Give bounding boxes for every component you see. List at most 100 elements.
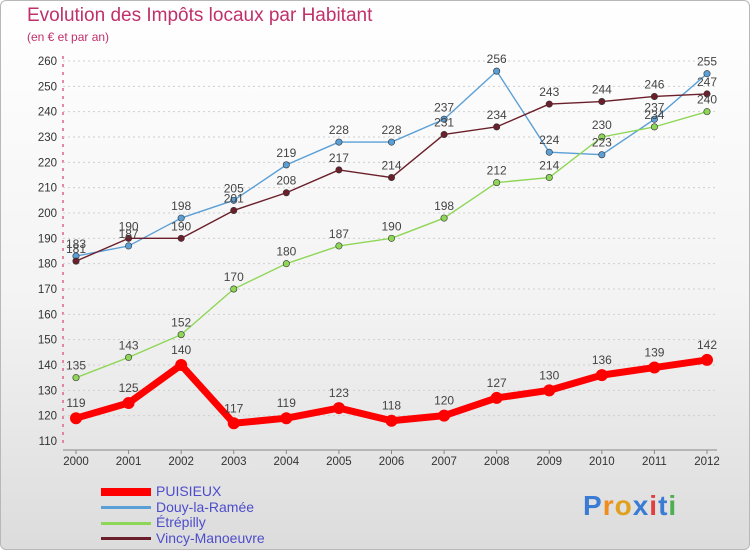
data-point [598, 98, 606, 106]
data-point [125, 353, 133, 361]
data-label: 117 [224, 401, 243, 415]
data-point [387, 138, 395, 146]
y-tick-label: 110 [39, 436, 57, 448]
y-tick-label: 160 [38, 309, 57, 321]
data-point [493, 67, 501, 75]
data-label: 130 [539, 368, 559, 382]
data-label: 170 [224, 270, 244, 284]
x-tick-label: 2008 [484, 456, 510, 468]
data-point [703, 70, 711, 78]
data-label: 240 [697, 93, 717, 107]
data-point [175, 359, 188, 371]
data-point [72, 257, 80, 265]
logo-letter: i [668, 490, 678, 521]
data-label: 119 [66, 396, 85, 410]
data-label: 118 [382, 399, 401, 413]
data-point [335, 138, 343, 146]
data-label: 187 [329, 227, 349, 241]
legend-swatch [101, 521, 151, 525]
data-point [227, 417, 240, 430]
data-point [122, 397, 135, 409]
data-point [282, 161, 290, 169]
y-tick-label: 180 [38, 259, 57, 271]
data-label: 180 [276, 245, 296, 259]
data-label: 143 [119, 338, 139, 352]
data-label: 246 [644, 77, 664, 91]
data-label: 219 [276, 146, 296, 160]
series-line-Étrépilly [75, 110, 708, 379]
data-point [335, 242, 343, 250]
data-label: 190 [171, 219, 191, 233]
y-tick-label: 260 [38, 56, 57, 68]
data-label: 255 [697, 55, 717, 69]
data-label: 183 [66, 237, 86, 251]
data-point [703, 90, 711, 98]
data-point [650, 123, 658, 131]
data-label: 187 [119, 227, 139, 241]
data-point [282, 260, 290, 268]
data-point [545, 148, 553, 156]
y-tick-label: 130 [38, 385, 57, 397]
data-label: 201 [224, 191, 244, 205]
y-tick-label: 140 [38, 360, 57, 372]
chart-title: Evolution des Impôts locaux par Habitant [27, 5, 373, 26]
data-point [543, 384, 556, 397]
data-point [493, 179, 501, 187]
data-point [650, 92, 658, 100]
data-label: 214 [381, 159, 401, 173]
data-label: 123 [329, 386, 349, 400]
logo-letter: i [649, 490, 659, 521]
y-tick-label: 230 [38, 132, 57, 144]
data-point [440, 130, 448, 138]
data-point [598, 151, 606, 159]
data-point [545, 174, 553, 182]
data-label: 119 [277, 396, 296, 410]
data-label: 230 [592, 118, 612, 132]
data-point [493, 123, 501, 131]
data-label: 136 [592, 353, 612, 367]
data-label: 212 [487, 164, 507, 178]
x-tick-label: 2005 [326, 456, 352, 468]
data-label: 142 [697, 338, 717, 352]
data-point [230, 206, 238, 214]
data-label: 237 [434, 100, 454, 114]
data-label: 152 [171, 316, 191, 330]
data-point [70, 412, 82, 425]
series-line-PUISIEUX [72, 356, 711, 427]
data-point [125, 234, 133, 242]
data-point [595, 369, 608, 382]
x-tick-label: 2002 [168, 456, 194, 468]
data-label: 198 [434, 199, 454, 213]
y-tick-label: 220 [38, 157, 57, 169]
y-tick-label: 120 [38, 411, 57, 423]
data-point [650, 115, 658, 123]
logo-letter: x [632, 490, 650, 521]
data-point [545, 100, 553, 108]
data-point [177, 214, 185, 222]
data-label: 217 [329, 151, 349, 165]
data-point [387, 174, 395, 182]
data-label: 127 [487, 376, 507, 390]
data-point [648, 361, 661, 374]
logo-letter: t [658, 490, 669, 521]
data-point [282, 189, 290, 197]
y-tick-label: 240 [38, 107, 57, 119]
data-point [335, 166, 343, 174]
data-label: 140 [171, 343, 191, 357]
proxiti-logo: Proxiti [583, 490, 677, 522]
data-label: 223 [592, 136, 612, 150]
data-label: 237 [644, 100, 664, 114]
data-point [703, 108, 711, 116]
data-point [332, 402, 345, 415]
legend-swatch [101, 488, 151, 496]
data-point [387, 234, 395, 242]
data-point [598, 133, 606, 141]
data-point [701, 353, 713, 366]
data-point [72, 374, 80, 382]
data-point [438, 409, 451, 422]
x-tick-label: 2003 [221, 456, 247, 468]
x-tick-label: 2000 [63, 456, 89, 468]
data-point [177, 234, 185, 242]
